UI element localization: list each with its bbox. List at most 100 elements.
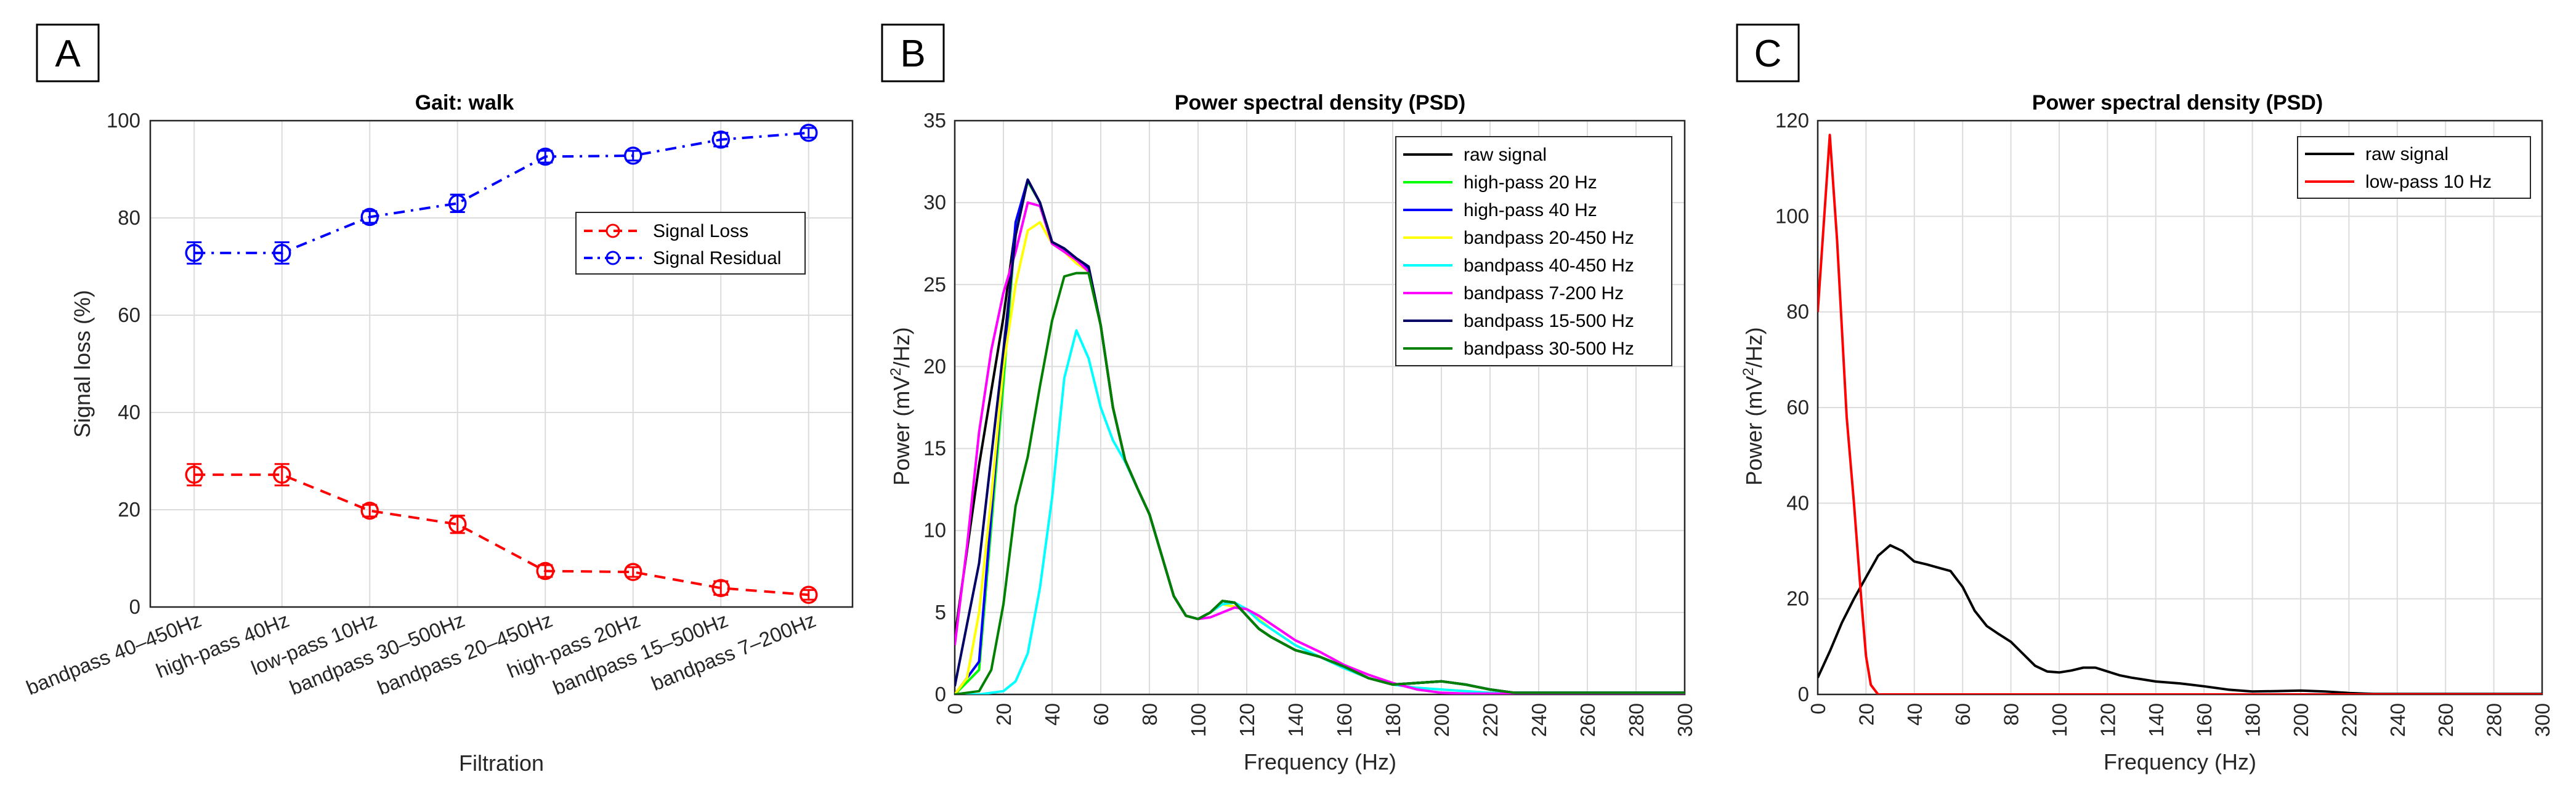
- panel-a-data-point: [360, 501, 379, 520]
- panel-c-y-label-suffix: /Hz): [1741, 327, 1767, 368]
- panel-b-x-tick-label: 60: [1090, 703, 1112, 726]
- panel-a-data-point: [273, 465, 291, 484]
- panel-c-letter: C: [1754, 33, 1782, 75]
- panel-b-legend-label: bandpass 30-500 Hz: [1464, 339, 1634, 359]
- panel-a-data-point: [624, 563, 642, 581]
- panel-a-data-point: [711, 579, 730, 597]
- panel-b-x-tick-label: 280: [1625, 703, 1648, 737]
- panel-c-x-tick-label: 200: [2290, 703, 2312, 737]
- panel-b-x-ticks: 0 20 40 60 80 100 120 140 160 180 200 220 240 260 280 3…: [944, 703, 1696, 737]
- panel-c-y-tick-label: 80: [1786, 300, 1809, 323]
- panel-c-x-tick-label: 120: [2096, 703, 2119, 737]
- panel-c-legend-label: raw signal: [2365, 144, 2448, 164]
- panel-c-x-tick-label: 140: [2145, 703, 2168, 737]
- panel-c-x-tick-label: 80: [2000, 703, 2023, 726]
- panel-b-y-tick-label: 35: [923, 109, 946, 132]
- panel-a-data-point: [624, 147, 642, 165]
- panel-c-title: Power spectral density (PSD): [2032, 91, 2323, 115]
- panel-a-title: Gait: walk: [415, 91, 514, 115]
- panel-b-x-tick-label: 20: [992, 703, 1015, 726]
- panel-c-y-label-sup: 2: [1740, 368, 1757, 376]
- panel-c-y-label-prefix: Power (mV: [1741, 376, 1767, 486]
- panel-a-y-tick-label: 100: [107, 109, 140, 132]
- panel-c-y-tick-label: 20: [1786, 587, 1809, 610]
- panel-c-letter-box: [1736, 23, 1800, 82]
- panel-c-series-line-0: [1818, 544, 2542, 694]
- panel-a-legend-marker: [606, 223, 620, 238]
- panel-a-data-point: [273, 244, 291, 262]
- panel-a-y-tick-label: 20: [118, 498, 140, 521]
- panel-a-data-point: [185, 244, 203, 262]
- panel-b-legend-label: bandpass 20-450 Hz: [1464, 228, 1634, 248]
- panel-b-y-tick-label: 25: [923, 273, 946, 296]
- panel-c-x-tick-label: 180: [2242, 703, 2264, 737]
- panel-b-legend-box: [1395, 136, 1672, 366]
- panel-a-letter-box: [36, 23, 100, 82]
- panel-b-title: Power spectral density (PSD): [1175, 91, 1465, 115]
- panel-b-letter-box: [881, 23, 945, 82]
- panel-c-x-tick-label: 40: [1903, 703, 1926, 726]
- panel-b-legend-label: raw signal: [1464, 145, 1547, 165]
- panel-a-data-point: [711, 131, 730, 149]
- panel-c-x-tick-label: 160: [2193, 703, 2216, 737]
- panel-c-y-tick-label: 120: [1775, 109, 1809, 132]
- panel-b-series-line-7: [955, 271, 1685, 694]
- panel-c-y-label: Power (mV2/Hz): [1740, 327, 1767, 485]
- panel-b-x-tick-label: 200: [1430, 703, 1453, 737]
- panel-b-y-tick-label: 10: [923, 519, 946, 542]
- panel-a-legend-marker: [606, 251, 620, 265]
- panel-a-y-label: Signal loss (%): [70, 290, 95, 438]
- panel-a-legend-label: Signal Loss: [653, 221, 748, 241]
- panel-a-grid: [150, 121, 853, 607]
- panel-c-x-tick-label: 300: [2531, 703, 2554, 737]
- panel-b-y-tick-label: 30: [923, 191, 946, 214]
- panel-b-y-label-prefix: Power (mV: [889, 376, 914, 486]
- panel-c-x-label: Frequency (Hz): [2104, 749, 2256, 774]
- panel-a-data-point: [536, 561, 554, 581]
- panel-b-y-ticks: 0 5 10 15 20 25 30 35: [923, 109, 946, 706]
- panel-c-x-tick-label: 280: [2483, 703, 2506, 737]
- panel-a-y-tick-label: 0: [129, 595, 140, 618]
- panel-b-y-label-sup: 2: [888, 368, 904, 376]
- panel-c-y-ticks: 0 20 40 60 80 100 120: [1775, 109, 1809, 706]
- panel-a-data-point: [800, 124, 818, 142]
- panel-a-letter: A: [55, 33, 81, 75]
- panel-b-x-tick-label: 40: [1041, 703, 1064, 726]
- panel-c-plot: [1818, 134, 2542, 694]
- panel-b-y-tick-label: 20: [923, 355, 946, 377]
- panel-a-plot: [185, 124, 818, 604]
- panel-c-y-tick-label: 40: [1786, 491, 1809, 514]
- panel-c-x-tick-label: 220: [2338, 703, 2360, 737]
- panel-b-x-label: Frequency (Hz): [1244, 749, 1396, 774]
- panel-a-data-point: [448, 194, 467, 213]
- panel-b-x-tick-label: 120: [1236, 703, 1258, 737]
- panel-b-y-label-suffix: /Hz): [889, 327, 914, 368]
- panel-b-legend-label: bandpass 40-450 Hz: [1464, 255, 1634, 276]
- panel-c-y-tick-label: 0: [1798, 683, 1809, 706]
- panel-a: A Gait: walk 0 20 40 60 80 100 bandpass 40–45…: [23, 23, 854, 776]
- panel-b-y-tick-label: 5: [935, 601, 946, 624]
- panel-b-x-tick-label: 80: [1138, 703, 1161, 726]
- panel-c-y-tick-label: 100: [1775, 204, 1809, 227]
- panel-c-grid: [1818, 121, 2542, 694]
- panel-a-x-label: Filtration: [459, 750, 544, 776]
- panel-b-legend: raw signal high-pass 20 Hz high-pass 40 Hz…: [1395, 136, 1672, 366]
- panel-b-y-tick-label: 0: [935, 683, 946, 706]
- panel-a-data-point: [536, 147, 554, 166]
- panel-a-y-tick-label: 60: [118, 304, 140, 326]
- panel-c-y-tick-label: 60: [1786, 396, 1809, 419]
- panel-b-plot: [955, 178, 1685, 694]
- panel-b-series-line-4: [955, 329, 1685, 694]
- panel-a-series-line-1: [194, 131, 809, 254]
- panel-b-x-tick-label: 220: [1479, 703, 1502, 737]
- panel-b-x-tick-label: 100: [1187, 703, 1210, 737]
- panel-b-x-tick-label: 260: [1576, 703, 1599, 737]
- panel-b-x-tick-label: 140: [1284, 703, 1307, 737]
- panel-a-axes-box: [149, 119, 854, 608]
- panel-b-x-tick-label: 300: [1674, 703, 1696, 737]
- panel-a-legend-box: [575, 212, 806, 275]
- panel-c-x-tick-label: 60: [1951, 703, 1974, 726]
- panel-c: C Power spectral density (PSD) 0 20 40 60 80…: [1736, 23, 2554, 774]
